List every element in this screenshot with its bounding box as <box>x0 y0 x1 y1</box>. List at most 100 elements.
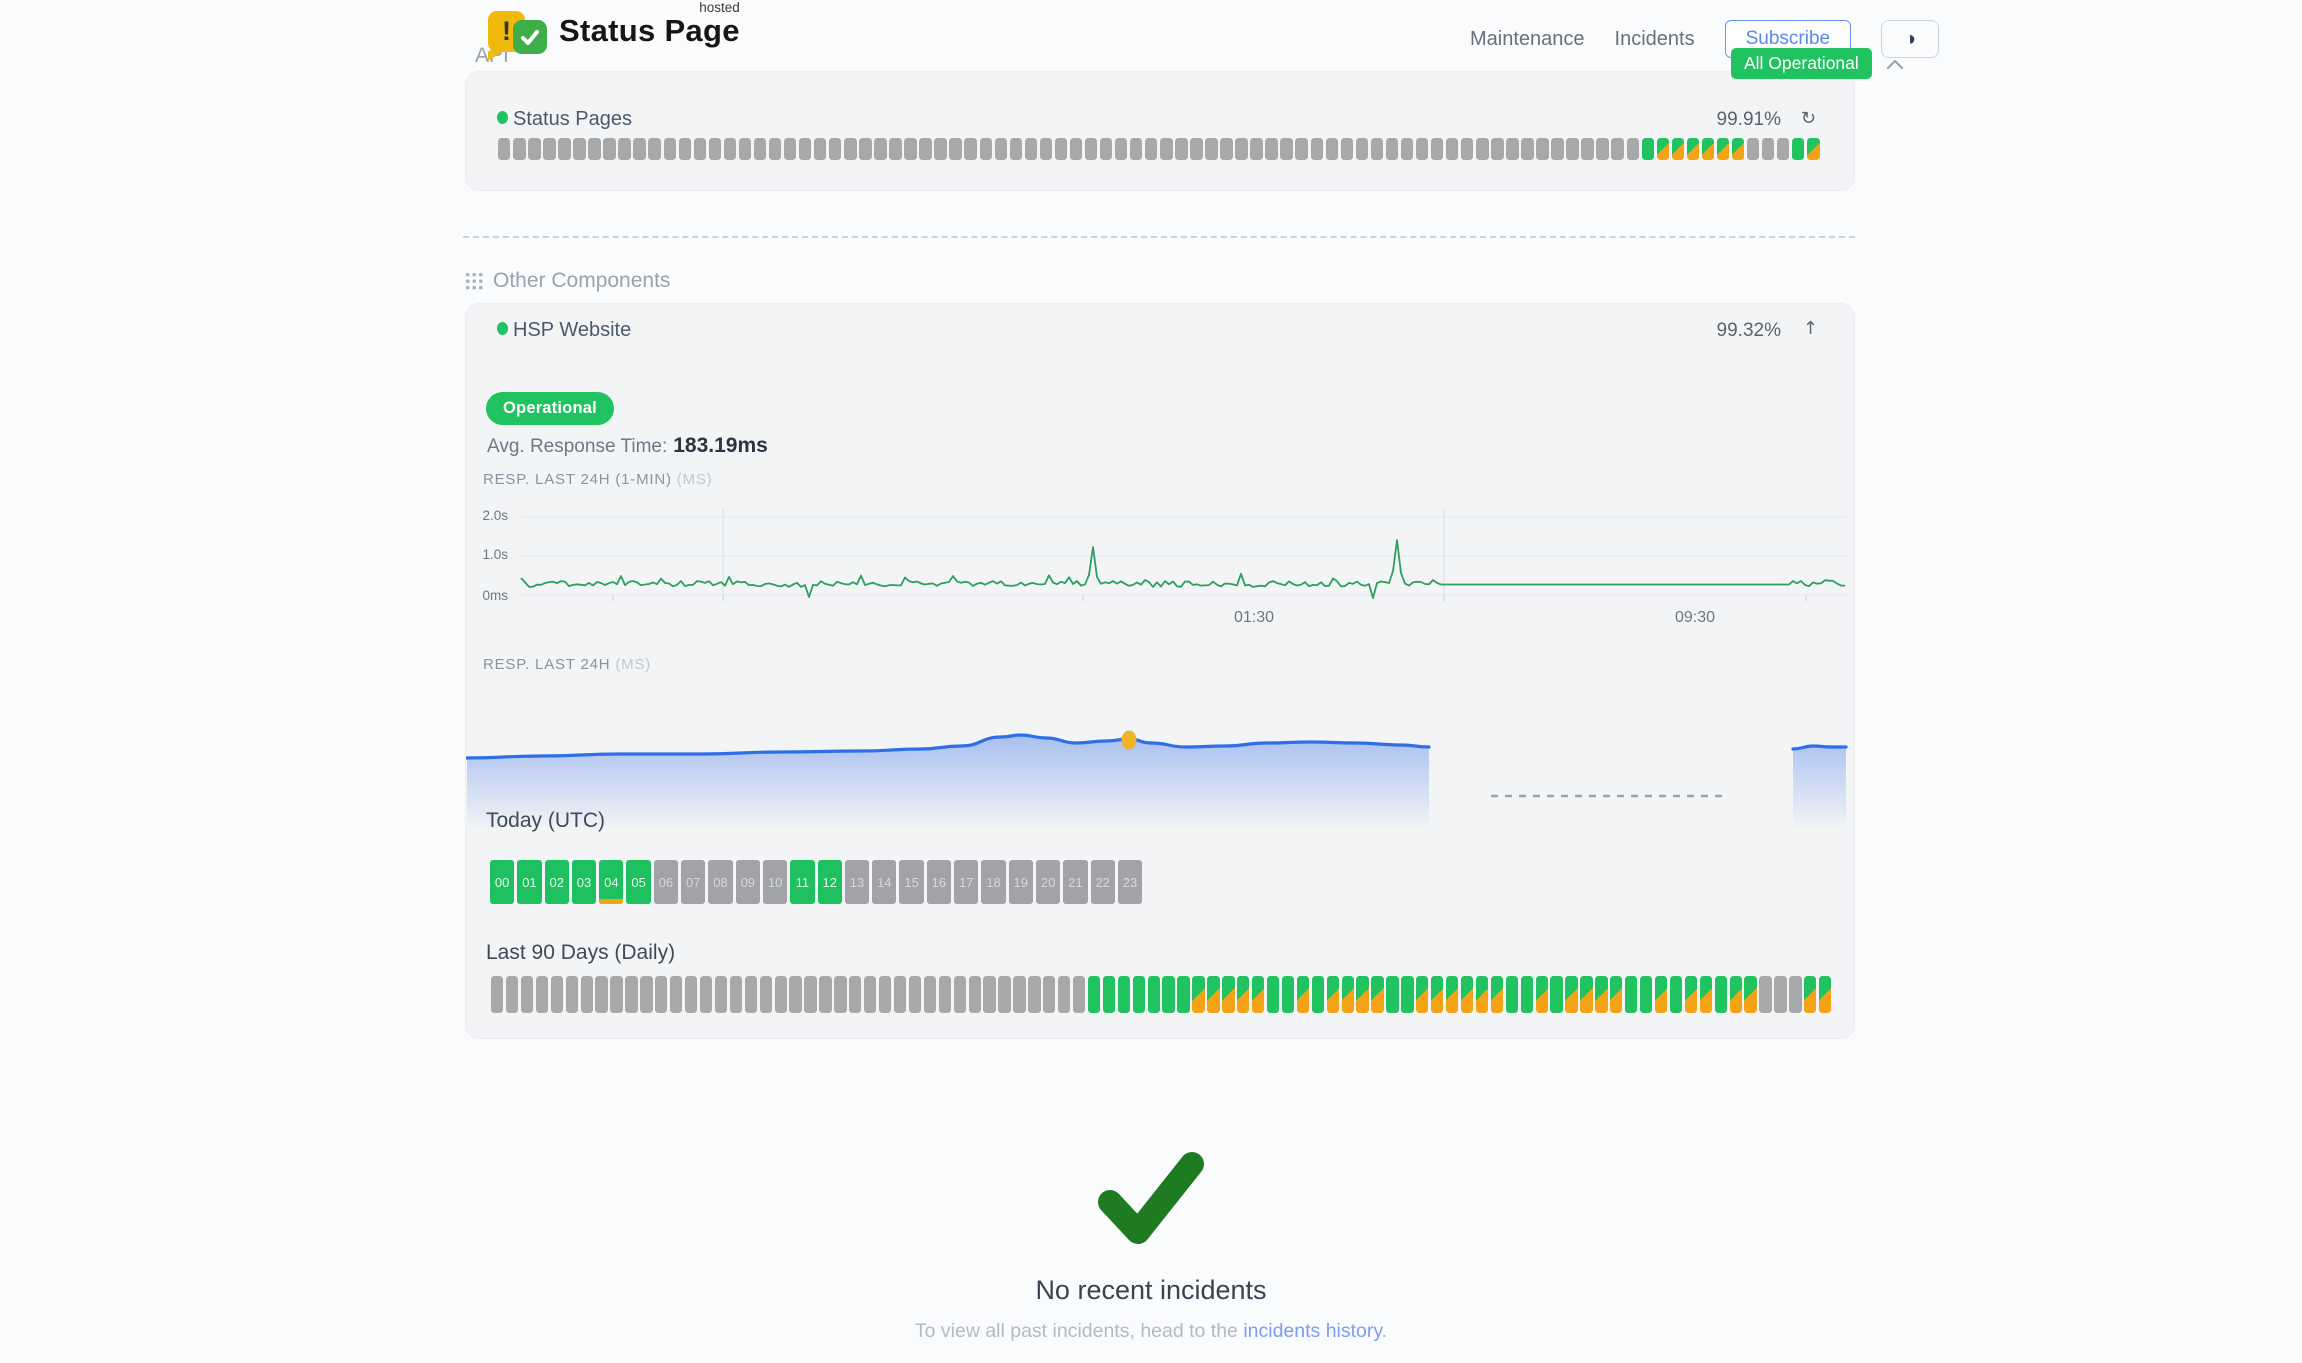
day-bar-degraded[interactable] <box>1460 976 1474 1013</box>
uptime-bar-nodata[interactable] <box>904 138 917 160</box>
hour-block-10[interactable]: 10 <box>762 860 788 904</box>
uptime-bar-nodata[interactable] <box>994 138 1007 160</box>
hour-block-11[interactable]: 11 <box>790 860 815 904</box>
day-bar-nodata[interactable] <box>1043 976 1056 1013</box>
day-bar-degraded[interactable] <box>1237 976 1250 1013</box>
day-bar-nodata[interactable] <box>908 976 922 1013</box>
response-time-area-chart[interactable] <box>466 687 1856 835</box>
day-bar-operational[interactable] <box>1669 976 1683 1013</box>
uptime-bar-nodata[interactable] <box>738 138 752 160</box>
current-point-marker[interactable] <box>1121 730 1137 750</box>
uptime-bar-nodata[interactable] <box>768 138 782 160</box>
day-bar-degraded[interactable] <box>1341 976 1354 1013</box>
day-bar-nodata[interactable] <box>923 976 937 1013</box>
day-bar-nodata[interactable] <box>834 976 847 1013</box>
uptime-bar-nodata[interactable] <box>874 138 887 160</box>
day-bar-nodata[interactable] <box>714 976 728 1013</box>
hour-block-16[interactable]: 16 <box>926 860 952 904</box>
uptime-bar-degraded[interactable] <box>1807 138 1820 160</box>
day-bar-nodata[interactable] <box>610 976 623 1013</box>
uptime-bar-nodata[interactable] <box>1145 138 1158 160</box>
day-bar-degraded[interactable] <box>1654 976 1668 1013</box>
day-bar-operational[interactable] <box>1386 976 1399 1013</box>
uptime-bar-nodata[interactable] <box>558 138 571 160</box>
day-bar-nodata[interactable] <box>699 976 713 1013</box>
day-bar-nodata[interactable] <box>1759 976 1772 1013</box>
uptime-bar-nodata[interactable] <box>1491 138 1504 160</box>
day-bar-degraded[interactable] <box>1610 976 1623 1013</box>
day-bar-nodata[interactable] <box>505 976 519 1013</box>
day-bar-nodata[interactable] <box>1028 976 1041 1013</box>
uptime-bar-nodata[interactable] <box>1205 138 1218 160</box>
day-bar-degraded[interactable] <box>1744 976 1757 1013</box>
uptime-bar-nodata[interactable] <box>1250 138 1263 160</box>
day-bar-degraded[interactable] <box>1595 976 1608 1013</box>
day-bar-nodata[interactable] <box>670 976 683 1013</box>
hour-block-15[interactable]: 15 <box>899 860 924 904</box>
hour-block-22[interactable]: 22 <box>1090 860 1115 904</box>
uptime-bar-nodata[interactable] <box>1355 138 1369 160</box>
uptime-bar-nodata[interactable] <box>1776 138 1790 160</box>
uptime-bar-nodata[interactable] <box>783 138 797 160</box>
uptime-bar-nodata[interactable] <box>1476 138 1489 160</box>
day-bar-nodata[interactable] <box>640 976 653 1013</box>
uptime-bar-nodata[interactable] <box>648 138 661 160</box>
uptime-bar-nodata[interactable] <box>1024 138 1038 160</box>
uptime-bar-nodata[interactable] <box>513 138 526 160</box>
uptime-bar-degraded[interactable] <box>1716 138 1730 160</box>
hour-block-09[interactable]: 09 <box>735 860 760 904</box>
day-bar-operational[interactable] <box>1281 976 1295 1013</box>
uptime-bar-nodata[interactable] <box>1521 138 1534 160</box>
overall-status-badge[interactable]: All Operational <box>1731 48 1872 79</box>
day-bar-operational[interactable] <box>1147 976 1160 1013</box>
day-bar-degraded[interactable] <box>1431 976 1444 1013</box>
component-name[interactable]: HSP Website <box>513 319 632 341</box>
day-bar-nodata[interactable] <box>550 976 564 1013</box>
uptime-bar-nodata[interactable] <box>753 138 767 160</box>
day-bar-operational[interactable] <box>1087 976 1101 1013</box>
uptime-bar-nodata[interactable] <box>1461 138 1474 160</box>
day-bar-degraded[interactable] <box>1729 976 1742 1013</box>
day-bar-nodata[interactable] <box>520 976 534 1013</box>
day-bar-operational[interactable] <box>1639 976 1653 1013</box>
uptime-bar-nodata[interactable] <box>949 138 962 160</box>
hour-block-06[interactable]: 06 <box>653 860 679 904</box>
day-bar-nodata[interactable] <box>580 976 593 1013</box>
uptime-bar-nodata[interactable] <box>1084 138 1098 160</box>
day-bar-nodata[interactable] <box>744 976 757 1013</box>
day-bar-nodata[interactable] <box>1774 976 1787 1013</box>
uptime-bar-nodata[interactable] <box>798 138 812 160</box>
day-bar-nodata[interactable] <box>953 976 966 1013</box>
day-bar-degraded[interactable] <box>1296 976 1310 1013</box>
uptime-bar-nodata[interactable] <box>543 138 556 160</box>
chevron-up-icon[interactable] <box>1885 58 1905 70</box>
hour-block-07[interactable]: 07 <box>681 860 706 904</box>
uptime-bar-nodata[interactable] <box>528 138 541 160</box>
uptime-bar-degraded[interactable] <box>1656 138 1670 160</box>
day-bar-nodata[interactable] <box>1013 976 1026 1013</box>
day-bar-nodata[interactable] <box>938 976 951 1013</box>
uptime-bar-nodata[interactable] <box>859 138 872 160</box>
uptime-bar-nodata[interactable] <box>1370 138 1384 160</box>
uptime-bar-nodata[interactable] <box>1506 138 1519 160</box>
uptime-bar-nodata[interactable] <box>633 138 646 160</box>
day-bar-degraded[interactable] <box>1416 976 1429 1013</box>
day-bar-degraded[interactable] <box>1580 976 1593 1013</box>
day-bar-nodata[interactable] <box>983 976 996 1013</box>
uptime-bar-operational[interactable] <box>1792 138 1805 160</box>
day-bar-operational[interactable] <box>1505 976 1519 1013</box>
day-bar-operational[interactable] <box>1311 976 1325 1013</box>
day-bar-nodata[interactable] <box>804 976 817 1013</box>
day-bar-nodata[interactable] <box>1072 976 1086 1013</box>
uptime-bar-nodata[interactable] <box>1746 138 1760 160</box>
day-bar-nodata[interactable] <box>625 976 638 1013</box>
uptime-bar-nodata[interactable] <box>1626 138 1639 160</box>
hour-block-01[interactable]: 01 <box>517 860 542 904</box>
day-bar-degraded[interactable] <box>1819 976 1832 1013</box>
hour-block-02[interactable]: 02 <box>544 860 569 904</box>
day-bar-degraded[interactable] <box>1565 976 1578 1013</box>
day-bar-nodata[interactable] <box>1058 976 1071 1013</box>
uptime-bar-nodata[interactable] <box>979 138 992 160</box>
hour-block-18[interactable]: 18 <box>981 860 1006 904</box>
uptime-bar-nodata[interactable] <box>889 138 902 160</box>
